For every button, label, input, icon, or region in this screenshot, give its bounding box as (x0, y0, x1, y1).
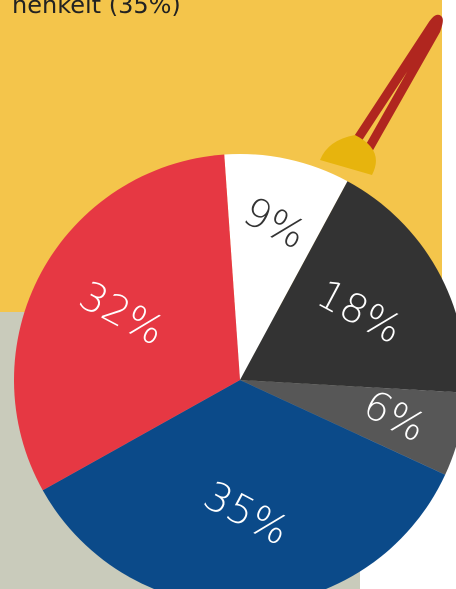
chart: nenkeit (35%) 9%18%6%35%32% (0, 0, 456, 589)
page: nenkeit (35%) 9%18%6%35%32% (() => { con… (0, 0, 456, 589)
chart-title: nenkeit (35%) (12, 0, 181, 19)
